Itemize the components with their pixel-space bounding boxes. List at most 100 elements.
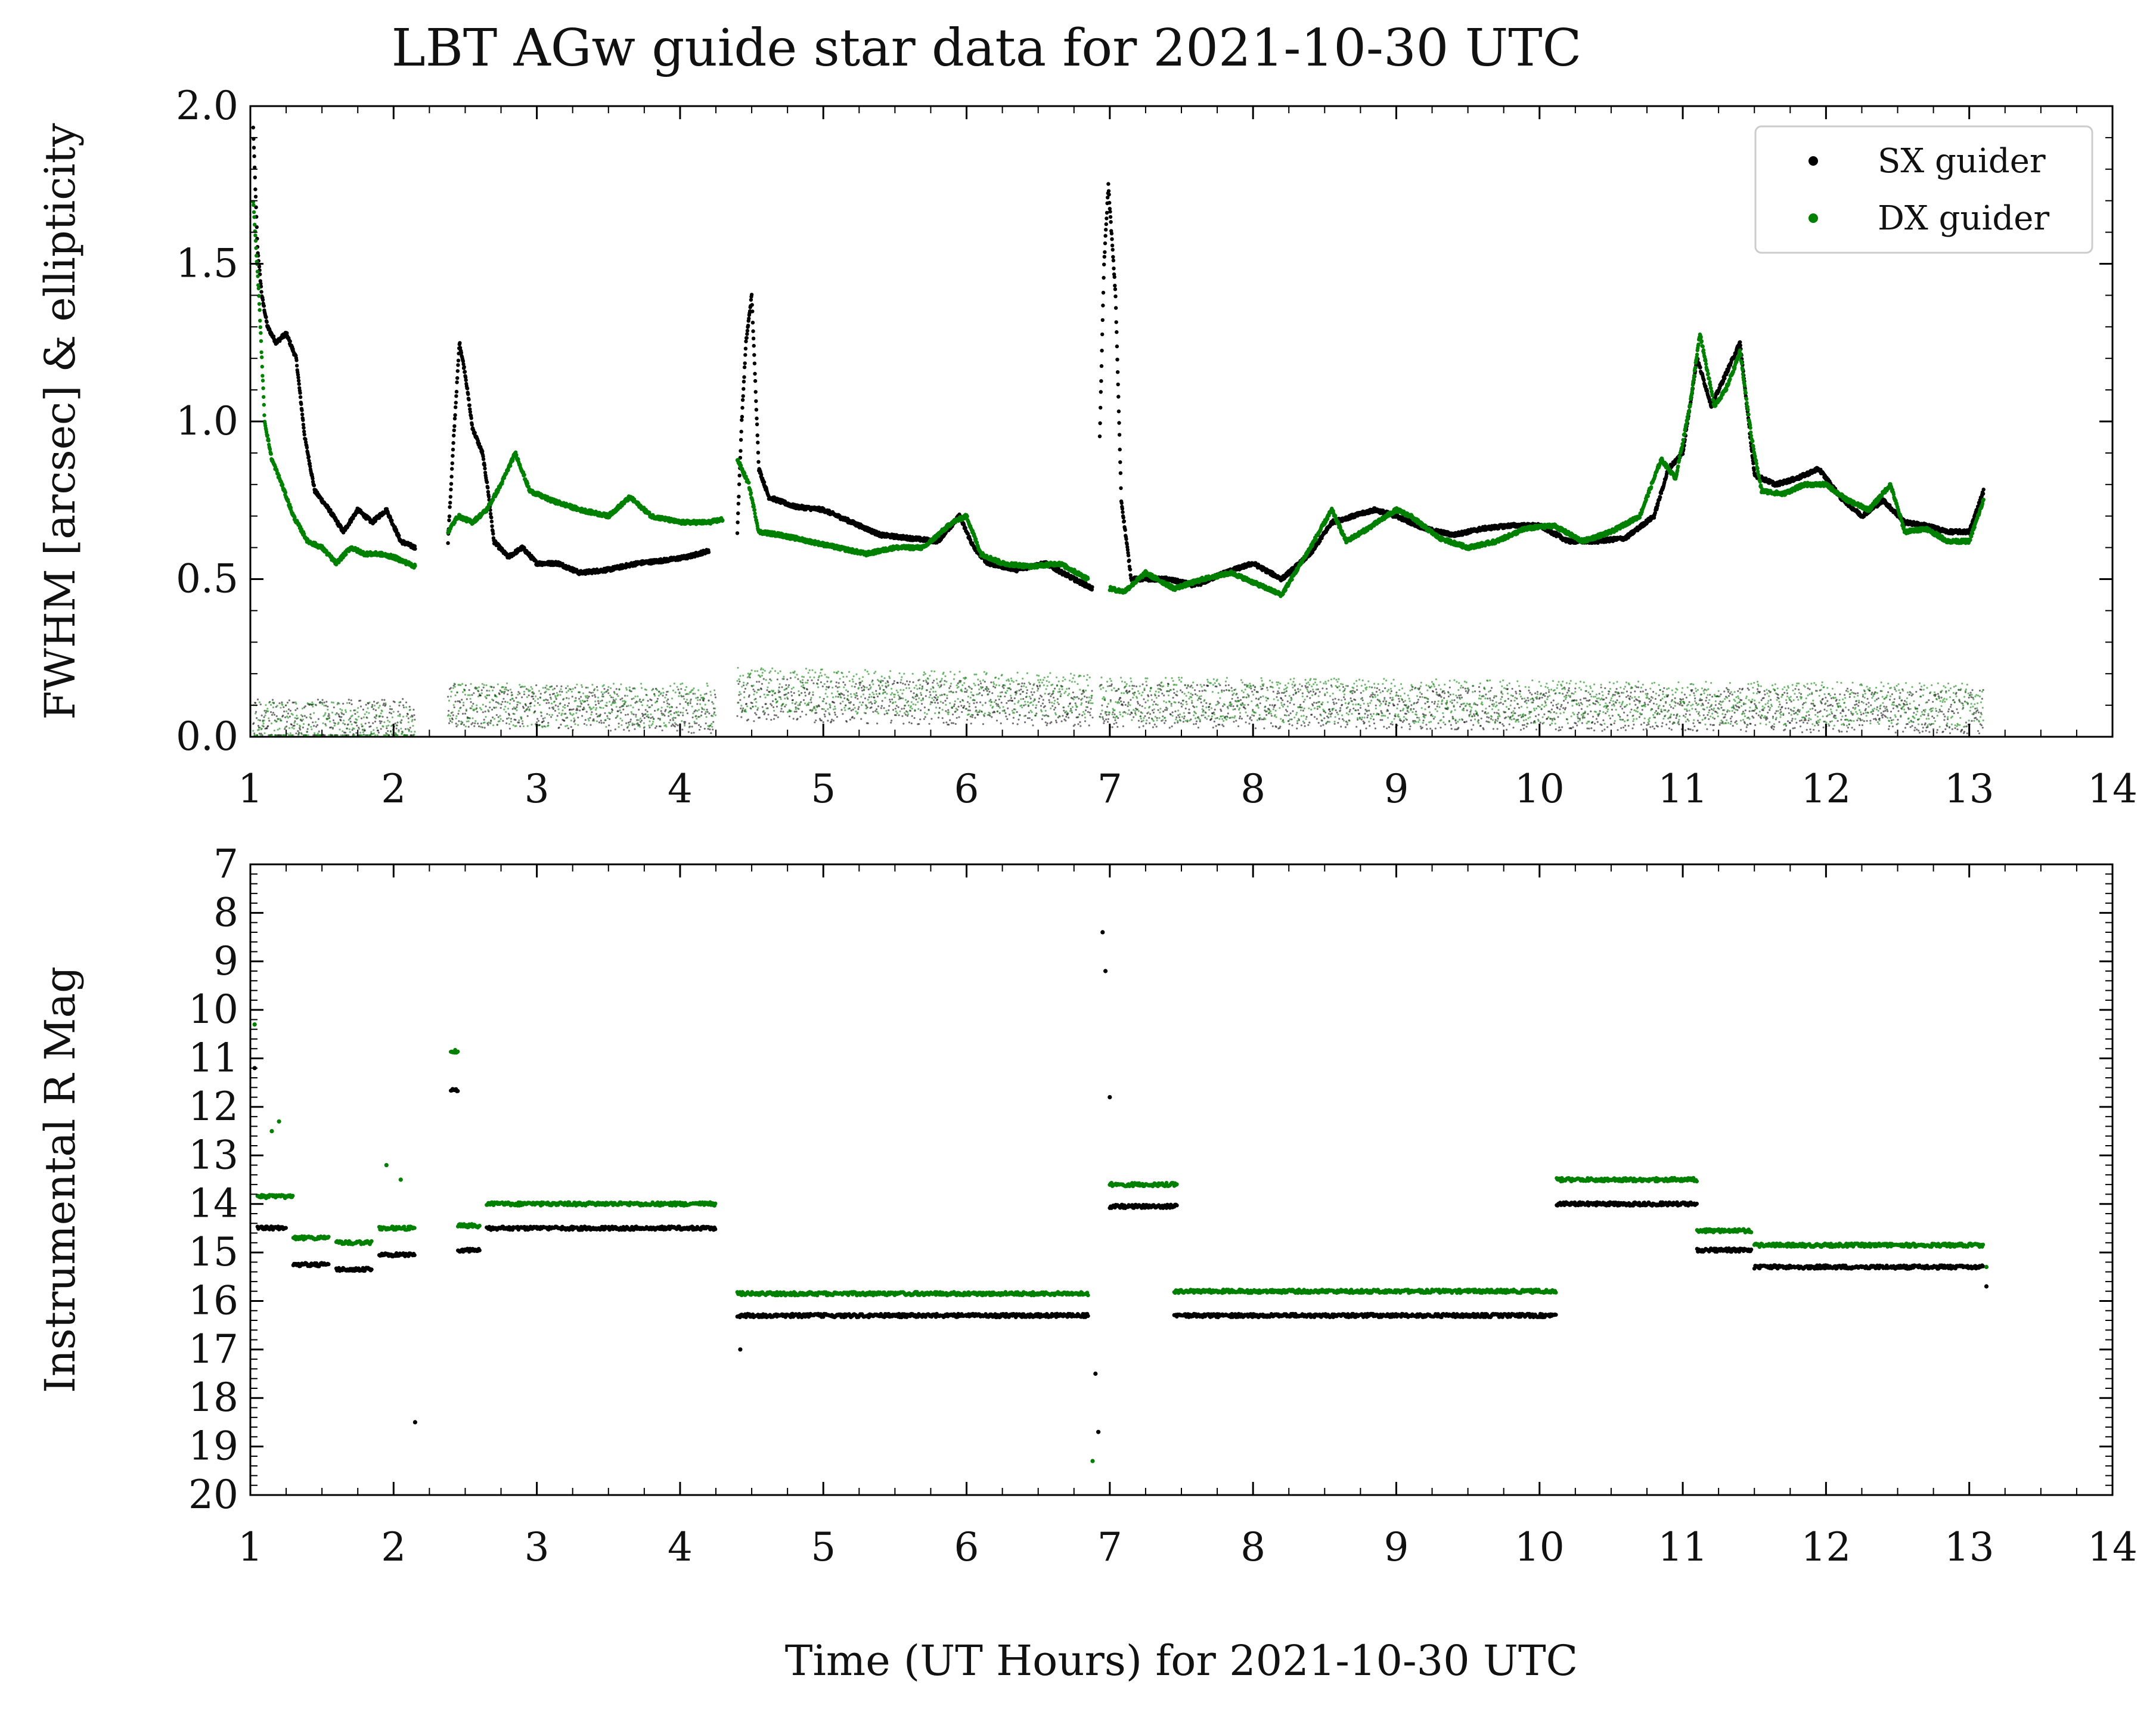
point-sx-fwhm [1123, 528, 1127, 532]
point-dx-fwhm [283, 491, 288, 495]
point-sx-fwhm [755, 422, 759, 426]
point-sx-fwhm [1104, 222, 1109, 227]
point-sx-fwhm [483, 466, 487, 471]
point-sx-fwhm [1108, 215, 1113, 219]
point-sx-fwhm [1102, 255, 1107, 259]
point-sx-fwhm [1105, 216, 1109, 221]
point-dx-fwhm [280, 483, 285, 487]
point-sx-fwhm [1698, 365, 1702, 370]
point-sx-fwhm [449, 488, 453, 492]
point-sx-fwhm [737, 482, 742, 486]
point-sx-fwhm [1099, 390, 1103, 394]
point-dx-fwhm [265, 433, 269, 438]
point-sx-fwhm [1116, 382, 1120, 387]
point-sx-fwhm [296, 376, 300, 380]
point-sx-fwhm [447, 514, 452, 519]
point-sx-fwhm [454, 405, 458, 410]
panel-top-fwhm: 1 2 3 4 5 6 7 8 9 10 11 12 13 140.00.51.01.52.0 FWHM … [36, 83, 2138, 812]
point-sx-fwhm [1111, 258, 1116, 263]
point-sx-fwhm [303, 437, 308, 442]
point-sx-fwhm [751, 329, 755, 333]
point-sx-fwhm [747, 317, 751, 321]
point-dx-fwhm [262, 395, 266, 399]
point-sx-fwhm [744, 336, 749, 340]
point-sx-fwhm [262, 304, 266, 308]
point-sx-fwhm [298, 391, 302, 395]
point-sx-fwhm [1121, 510, 1125, 514]
point-sx-fwhm [759, 473, 764, 477]
point-dx-fwhm [255, 253, 259, 258]
point-sx-fwhm [462, 365, 466, 369]
point-dx-fwhm [260, 374, 265, 378]
point-sx-fwhm [452, 428, 456, 433]
point-sx-fwhm [467, 403, 471, 407]
point-sx-fwhm [285, 331, 289, 335]
point-sx-fwhm [299, 402, 303, 407]
point-sx-fwhm [413, 547, 417, 551]
point-sx-fwhm [1122, 519, 1127, 523]
point-sx-fwhm [756, 441, 760, 445]
point-sx-fwhm [264, 315, 268, 320]
point-sx-fwhm [1115, 344, 1119, 349]
point-sx-fwhm [253, 165, 257, 170]
point-sx-fwhm [490, 524, 494, 528]
point-sx-fwhm [489, 516, 494, 520]
point-sx-fwhm [1118, 447, 1122, 452]
point-sx-fwhm [253, 187, 258, 191]
point-sx-fwhm [451, 441, 455, 445]
point-sx-fwhm [742, 375, 746, 379]
point-sx-fwhm [259, 290, 263, 294]
point-sx-fwhm [288, 339, 292, 343]
point-sx-fwhm [265, 320, 269, 324]
point-sx-fwhm [743, 353, 747, 357]
point-sx-fwhm [742, 387, 746, 391]
point-sx-fwhm [485, 480, 489, 485]
point-sx-fwhm [1108, 201, 1112, 205]
point-dx-fwhm [256, 286, 260, 290]
point-sx-fwhm [746, 324, 750, 328]
point-sx-fwhm [447, 518, 451, 522]
point-sx-fwhm [1100, 349, 1104, 353]
point-sx-fwhm [752, 353, 756, 357]
point-sx-fwhm [1121, 516, 1125, 520]
chart-title: LBT AGw guide star data for 2021-10-30 U… [392, 18, 1582, 78]
point-sx-fwhm [740, 405, 744, 410]
point-dx-fwhm [259, 331, 263, 335]
point-sx-fwhm [488, 511, 493, 516]
point-sx-fwhm [740, 414, 744, 419]
point-sx-fwhm [1115, 330, 1119, 334]
point-sx-fwhm [1115, 370, 1120, 374]
point-sx-fwhm [745, 332, 749, 336]
point-sx-fwhm [1116, 409, 1121, 414]
point-sx-fwhm [1103, 234, 1108, 238]
point-sx-fwhm [755, 416, 759, 421]
point-sx-fwhm [260, 297, 265, 302]
point-dx-fwhm [260, 355, 264, 359]
point-dx-fwhm [256, 274, 260, 278]
point-sx-fwhm [1110, 237, 1114, 241]
point-sx-fwhm [1112, 275, 1116, 279]
point-sx-fwhm [463, 370, 467, 374]
point-sx-fwhm [753, 379, 758, 383]
point-sx-fwhm [753, 390, 758, 394]
point-sx-fwhm [451, 448, 455, 452]
point-sx-fwhm [750, 321, 755, 325]
point-sx-fwhm [744, 339, 748, 343]
point-sx-fwhm [752, 361, 757, 365]
point-sx-fwhm [1104, 228, 1108, 232]
point-sx-fwhm [1100, 332, 1105, 337]
point-sx-fwhm [467, 398, 471, 402]
point-sx-fwhm [486, 494, 491, 499]
point-sx-fwhm [755, 433, 759, 438]
point-dx-fwhm [260, 379, 265, 383]
point-sx-fwhm [481, 457, 486, 461]
point-sx-fwhm [751, 336, 756, 340]
point-sx-fwhm [454, 394, 458, 398]
point-sx-fwhm [453, 413, 457, 417]
point-sx-fwhm [300, 413, 305, 417]
point-sx-fwhm [254, 205, 258, 209]
point-sx-fwhm [294, 364, 299, 368]
point-sx-fwhm [253, 175, 257, 179]
point-sx-fwhm [302, 429, 306, 434]
